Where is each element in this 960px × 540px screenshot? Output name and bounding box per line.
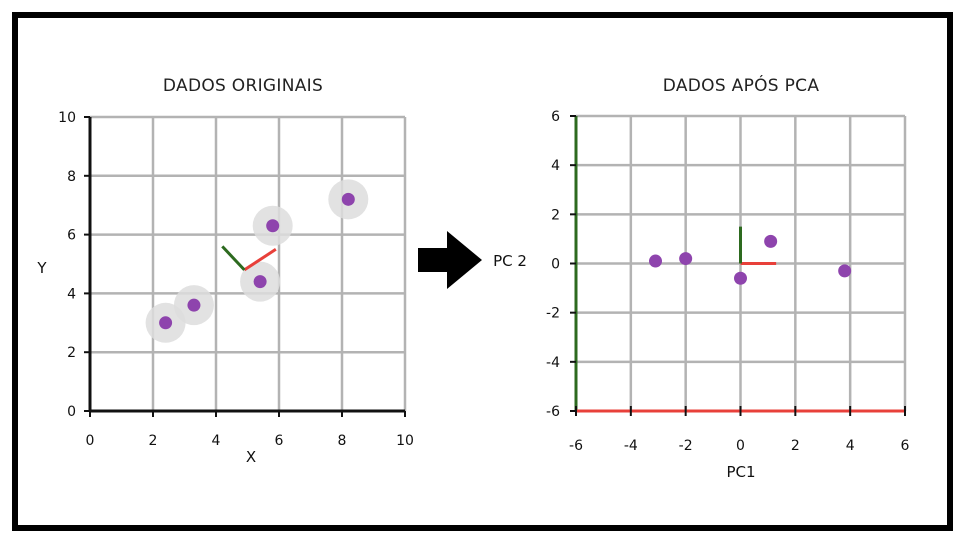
original-chart-grid: [88, 115, 407, 413]
y-tick-label: 6: [551, 109, 560, 125]
original-x-axis-label: X: [246, 448, 256, 466]
y-tick-label: 0: [67, 404, 76, 420]
y-tick-label: 2: [551, 207, 560, 223]
y-tick-label: 4: [551, 158, 560, 174]
original-chart-principal-axes: [221, 245, 277, 272]
data-point: [764, 234, 778, 248]
original-chart-title: DADOS ORIGINAIS: [163, 76, 323, 96]
data-point: [679, 252, 693, 266]
x-tick-label: 4: [212, 433, 221, 449]
x-tick-label: 6: [275, 433, 284, 449]
pc2-direction-line: [221, 245, 246, 271]
x-tick-label: 8: [338, 433, 347, 449]
original-chart-points: [159, 192, 355, 330]
x-tick-label: 0: [736, 438, 745, 454]
y-tick-label: 8: [67, 169, 76, 185]
y-tick-label: 6: [67, 228, 76, 244]
data-point: [341, 192, 355, 206]
data-point: [838, 264, 852, 278]
pca-chart-points: [649, 234, 852, 285]
original-chart-tick-labels: 0 2 4 6 8 10 0 2 4 6 8 10: [58, 110, 414, 449]
y-tick-label: 2: [67, 345, 76, 361]
data-point: [266, 219, 280, 233]
x-tick-label: 4: [846, 438, 855, 454]
x-tick-label: -2: [679, 438, 693, 454]
pc1-axis-label: PC1: [726, 463, 755, 481]
y-tick-label: 10: [58, 110, 76, 126]
data-point: [159, 316, 173, 330]
y-tick-label: -4: [546, 355, 560, 371]
pc1-direction-line: [243, 248, 277, 272]
x-tick-label: 10: [396, 433, 414, 449]
pca-chart-tick-labels: -6 -4 -2 0 2 4 6 -6 -4 -2 0 2 4 6: [546, 109, 910, 454]
original-data-chart: DADOS ORIGINAIS 0 2 4 6 8 10 0 2 4 6 8 10 X Y: [36, 76, 414, 466]
x-tick-label: 2: [791, 438, 800, 454]
pca-chart-principal-axes: [739, 226, 777, 265]
original-chart-axes: [84, 116, 406, 417]
y-tick-label: -6: [546, 404, 560, 420]
x-tick-label: 6: [901, 438, 910, 454]
x-tick-label: -6: [569, 438, 583, 454]
y-tick-label: 0: [551, 257, 560, 273]
y-tick-label: -2: [546, 306, 560, 322]
data-point: [649, 254, 663, 268]
pca-chart-title: DADOS APÓS PCA: [663, 74, 820, 96]
data-point: [187, 298, 201, 312]
original-y-axis-label: Y: [36, 259, 47, 277]
x-tick-label: 2: [149, 433, 158, 449]
data-point: [253, 275, 267, 289]
data-point: [734, 271, 747, 285]
y-tick-label: 4: [67, 286, 76, 302]
x-tick-label: 0: [86, 433, 95, 449]
pca-chart-axes: [570, 115, 906, 416]
pc2-axis-label: PC 2: [493, 252, 527, 270]
x-tick-label: -4: [624, 438, 638, 454]
right-arrow-icon: [418, 231, 482, 289]
